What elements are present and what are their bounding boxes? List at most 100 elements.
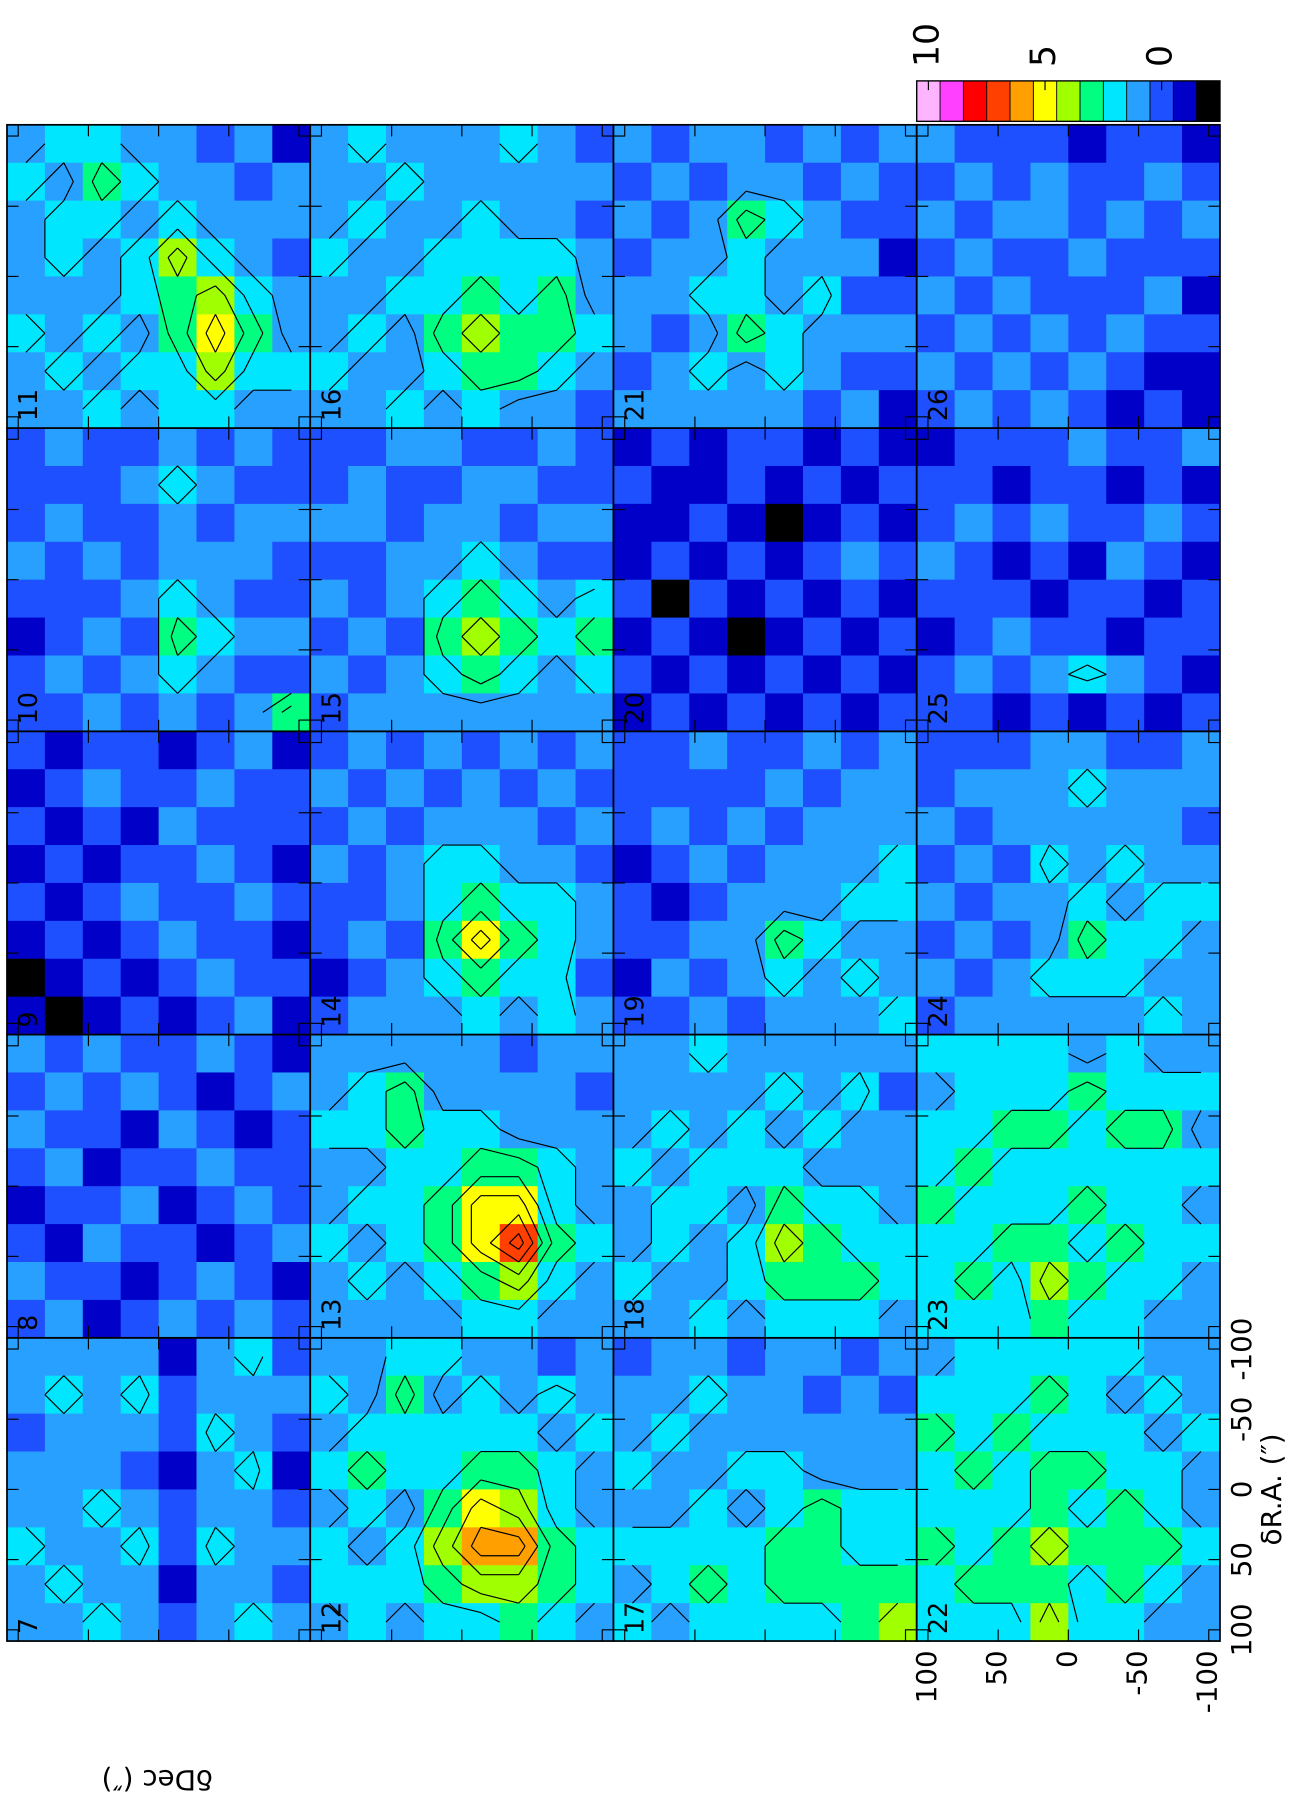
pixel bbox=[499, 958, 539, 997]
pixel bbox=[272, 1185, 311, 1225]
pixel bbox=[461, 768, 501, 808]
pixel bbox=[1144, 1147, 1183, 1187]
pixel bbox=[954, 806, 993, 846]
pixel bbox=[803, 162, 842, 201]
pixel bbox=[386, 1337, 425, 1376]
pixel bbox=[1068, 617, 1107, 656]
contour bbox=[470, 1195, 543, 1276]
pixel bbox=[423, 806, 463, 846]
pixel bbox=[196, 1451, 235, 1490]
colorbar-segment bbox=[940, 80, 964, 122]
pixel bbox=[613, 996, 652, 1035]
pixel bbox=[537, 579, 577, 618]
pixel bbox=[1106, 1375, 1145, 1414]
pixel bbox=[575, 465, 614, 504]
contour bbox=[935, 1356, 1202, 1623]
pixel bbox=[44, 806, 84, 846]
pixel bbox=[954, 958, 993, 997]
pixel bbox=[1106, 730, 1145, 770]
pixel bbox=[6, 1375, 46, 1414]
pixel bbox=[803, 1185, 842, 1225]
pixel bbox=[234, 389, 273, 429]
pixel bbox=[386, 655, 425, 694]
pixel bbox=[1106, 1602, 1145, 1642]
pixel bbox=[651, 1071, 690, 1111]
pixel bbox=[82, 124, 122, 163]
pixel bbox=[954, 1299, 993, 1338]
pixel bbox=[613, 920, 652, 959]
contour bbox=[470, 1526, 526, 1557]
pixel bbox=[651, 465, 690, 504]
pixel bbox=[537, 1451, 577, 1490]
pixel bbox=[196, 1375, 235, 1414]
pixel bbox=[537, 655, 577, 694]
pixel bbox=[840, 313, 880, 353]
pixel bbox=[878, 124, 918, 163]
pixel bbox=[537, 1564, 577, 1604]
panel: 13 bbox=[309, 1033, 615, 1339]
pixel bbox=[992, 1375, 1031, 1414]
pixel bbox=[234, 1451, 273, 1490]
pixel bbox=[1182, 806, 1221, 846]
pixel bbox=[386, 1488, 425, 1528]
pixel bbox=[1144, 958, 1183, 997]
pixel bbox=[992, 427, 1031, 466]
pixel bbox=[651, 1185, 690, 1225]
contour bbox=[25, 1356, 273, 1623]
pixel bbox=[120, 1602, 160, 1642]
pixel bbox=[6, 768, 46, 808]
pixel bbox=[878, 351, 918, 391]
pixel bbox=[1144, 1185, 1183, 1225]
contour bbox=[461, 313, 501, 353]
pixel bbox=[461, 730, 501, 770]
pixel bbox=[6, 882, 46, 921]
pixel bbox=[1182, 1034, 1221, 1073]
pixel bbox=[272, 579, 311, 618]
pixel bbox=[1144, 692, 1183, 732]
pixel bbox=[1030, 1261, 1069, 1300]
pixel bbox=[1068, 1223, 1107, 1262]
pixel bbox=[765, 1185, 804, 1225]
contour bbox=[736, 209, 766, 344]
x-tick-label: 100 bbox=[1225, 1603, 1258, 1656]
pixel bbox=[44, 1451, 84, 1490]
pixel bbox=[234, 1375, 273, 1414]
pixel bbox=[499, 882, 539, 921]
panel-label: 9 bbox=[13, 1011, 43, 1027]
panel-label: 7 bbox=[13, 1618, 43, 1634]
pixel bbox=[954, 1109, 993, 1149]
pixel bbox=[348, 1147, 387, 1187]
pixel bbox=[765, 313, 804, 353]
pixel bbox=[1182, 617, 1221, 656]
pixel bbox=[1068, 124, 1107, 163]
pixel bbox=[348, 1564, 387, 1604]
pixel bbox=[992, 351, 1031, 391]
pixel bbox=[803, 200, 842, 239]
pixel bbox=[196, 275, 235, 315]
pixel bbox=[310, 275, 349, 315]
pixel bbox=[727, 465, 766, 504]
pixel bbox=[954, 1488, 993, 1528]
pixel bbox=[1106, 1564, 1145, 1604]
pixel bbox=[1106, 1526, 1145, 1566]
panel: 20 bbox=[612, 427, 918, 733]
pixel bbox=[1182, 1375, 1221, 1414]
pixel bbox=[461, 200, 501, 239]
pixel bbox=[840, 730, 880, 770]
pixel bbox=[1182, 503, 1221, 542]
pixel bbox=[575, 1109, 614, 1149]
pixel bbox=[537, 1602, 577, 1642]
pixel bbox=[386, 1375, 425, 1414]
pixel bbox=[878, 692, 918, 732]
pixel bbox=[954, 1185, 993, 1225]
pixel bbox=[840, 465, 880, 504]
pixel bbox=[765, 1337, 804, 1376]
pixel bbox=[6, 692, 46, 732]
pixel bbox=[954, 617, 993, 656]
pixel bbox=[82, 996, 122, 1035]
contour bbox=[328, 1062, 595, 1320]
pixel bbox=[537, 275, 577, 315]
pixel bbox=[803, 124, 842, 163]
pixel bbox=[120, 617, 160, 656]
pixel bbox=[1030, 1602, 1069, 1642]
